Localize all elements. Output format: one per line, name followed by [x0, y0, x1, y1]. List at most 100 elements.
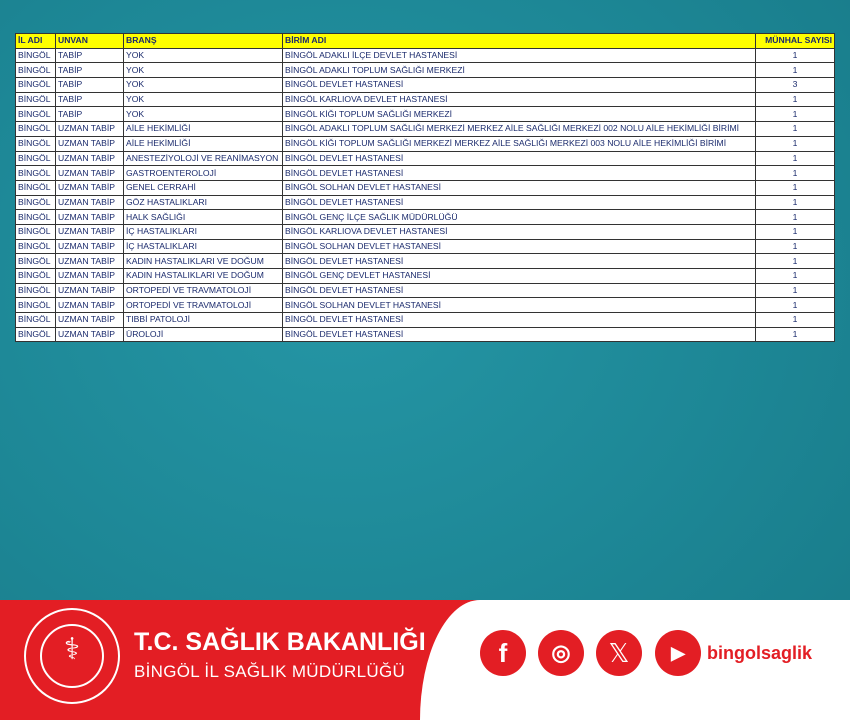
table-cell: ANESTEZİYOLOJİ VE REANİMASYON: [123, 150, 283, 167]
table-cell: UZMAN TABİP: [55, 165, 124, 181]
social-handle[interactable]: bingolsaglik: [707, 643, 813, 663]
column-header: UNVAN: [55, 33, 124, 49]
table-cell: YOK: [123, 77, 283, 93]
table-cell: 1: [755, 91, 835, 108]
table-cell: BİNGÖL KARLIOVA DEVLET HASTANESİ: [282, 91, 756, 108]
table-cell: 1: [755, 209, 835, 225]
table-cell: BİNGÖL SOLHAN DEVLET HASTANESİ: [282, 238, 756, 255]
table-row: BİNGÖL UZMAN TABİP KADIN HASTALIKLARI VE D…: [15, 253, 835, 269]
x-icon[interactable]: 𝕏: [596, 630, 642, 676]
table-cell: BİNGÖL KİĞI TOPLUM SAĞLIĞI MERKEZİ MERKE…: [282, 135, 756, 152]
table-cell: 1: [755, 121, 835, 137]
table-cell: BİNGÖL DEVLET HASTANESİ: [282, 165, 756, 181]
column-header: BİRİM ADI: [282, 33, 756, 49]
table-cell: UZMAN TABİP: [55, 135, 124, 152]
table-row: BİNGÖL UZMAN TABİP AİLE HEKİMLİĞİ BİNGÖL AD…: [15, 121, 835, 137]
table-cell: BİNGÖL GENÇ İLÇE SAĞLIK MÜDÜRLÜĞÜ: [282, 209, 756, 225]
table-cell: 1: [755, 62, 835, 79]
table-cell: BİNGÖL DEVLET HASTANESİ: [282, 150, 756, 167]
table-cell: TABİP: [55, 47, 124, 64]
table-cell: BİNGÖL KARLIOVA DEVLET HASTANESİ: [282, 223, 756, 240]
table-cell: BİNGÖL: [15, 179, 56, 196]
table-cell: ÜROLOJİ: [123, 326, 283, 343]
table-row: BİNGÖL UZMAN TABİP İÇ HASTALIKLARI BİNGÖL S…: [15, 238, 835, 255]
table-cell: GÖZ HASTALIKLARI: [123, 194, 283, 211]
table-cell: BİNGÖL: [15, 47, 56, 64]
table-row: BİNGÖL TABİP YOK BİNGÖL ADAKLI TOPLUM SAĞLI…: [15, 62, 835, 79]
table-cell: BİNGÖL: [15, 312, 56, 328]
table-header-row: İL ADI UNVAN BRANŞ BİRİM ADI MÜNHAL SAYISI: [15, 33, 835, 49]
table-row: BİNGÖL UZMAN TABİP GASTROENTEROLOJİ BİNGÖL …: [15, 165, 835, 181]
table-cell: BİNGÖL: [15, 297, 56, 314]
facebook-icon[interactable]: f: [480, 630, 526, 676]
table-cell: BİNGÖL: [15, 253, 56, 269]
table-cell: 1: [755, 47, 835, 64]
table-cell: KADIN HASTALIKLARI VE DOĞUM: [123, 268, 283, 284]
table-cell: BİNGÖL: [15, 194, 56, 211]
table-cell: BİNGÖL GENÇ DEVLET HASTANESİ: [282, 268, 756, 284]
table-cell: TABİP: [55, 62, 124, 79]
table-cell: 1: [755, 223, 835, 240]
table-cell: BİNGÖL DEVLET HASTANESİ: [282, 253, 756, 269]
table-cell: BİNGÖL ADAKLI İLÇE DEVLET HASTANESİ: [282, 47, 756, 64]
ministry-logo: ⚕: [24, 608, 120, 704]
table-cell: BİNGÖL: [15, 106, 56, 123]
table-cell: UZMAN TABİP: [55, 253, 124, 269]
youtube-icon[interactable]: ▶: [655, 630, 701, 676]
table-cell: BİNGÖL DEVLET HASTANESİ: [282, 312, 756, 328]
table-cell: BİNGÖL: [15, 77, 56, 93]
table-cell: BİNGÖL: [15, 268, 56, 284]
table-cell: UZMAN TABİP: [55, 121, 124, 137]
table-cell: BİNGÖL: [15, 135, 56, 152]
table-row: BİNGÖL UZMAN TABİP ÜROLOJİ BİNGÖL DEVLET HA…: [15, 326, 835, 343]
table-cell: BİNGÖL: [15, 238, 56, 255]
table-cell: BİNGÖL SOLHAN DEVLET HASTANESİ: [282, 179, 756, 196]
table-cell: YOK: [123, 91, 283, 108]
table-row: BİNGÖL UZMAN TABİP İÇ HASTALIKLARI BİNGÖL K…: [15, 223, 835, 240]
column-header: BRANŞ: [123, 33, 283, 49]
table-cell: UZMAN TABİP: [55, 282, 124, 299]
table-cell: YOK: [123, 106, 283, 123]
table-cell: UZMAN TABİP: [55, 312, 124, 328]
table-row: BİNGÖL UZMAN TABİP GENEL CERRAHİ BİNGÖL SOL…: [15, 179, 835, 196]
table-row: BİNGÖL UZMAN TABİP KADIN HASTALIKLARI VE D…: [15, 268, 835, 284]
table-cell: BİNGÖL: [15, 121, 56, 137]
table-row: BİNGÖL TABİP YOK BİNGÖL KARLIOVA DEVLET HAS…: [15, 91, 835, 108]
table-cell: BİNGÖL DEVLET HASTANESİ: [282, 326, 756, 343]
table-cell: 1: [755, 165, 835, 181]
table-cell: İÇ HASTALIKLARI: [123, 223, 283, 240]
table-cell: TABİP: [55, 106, 124, 123]
table-cell: BİNGÖL KİĞI TOPLUM SAĞLIĞI MERKEZİ: [282, 106, 756, 123]
table-cell: UZMAN TABİP: [55, 209, 124, 225]
instagram-icon[interactable]: ◎: [538, 630, 584, 676]
directorate-subtitle: BİNGÖL İL SAĞLIK MÜDÜRLÜĞÜ: [134, 662, 406, 681]
table-cell: UZMAN TABİP: [55, 194, 124, 211]
table-row: BİNGÖL TABİP YOK BİNGÖL ADAKLI İLÇE DEVLET …: [15, 47, 835, 64]
table-cell: ORTOPEDİ VE TRAVMATOLOJİ: [123, 297, 283, 314]
table-row: BİNGÖL UZMAN TABİP ANESTEZİYOLOJİ VE REANİ…: [15, 150, 835, 167]
table-cell: 1: [755, 194, 835, 211]
table-cell: TABİP: [55, 91, 124, 108]
table-cell: BİNGÖL DEVLET HASTANESİ: [282, 77, 756, 93]
table-row: BİNGÖL TABİP YOK BİNGÖL DEVLET HASTANESİ 3: [15, 77, 835, 93]
table-cell: 1: [755, 326, 835, 343]
table-cell: GASTROENTEROLOJİ: [123, 165, 283, 181]
table-cell: UZMAN TABİP: [55, 223, 124, 240]
table-cell: BİNGÖL: [15, 326, 56, 343]
table-cell: 1: [755, 282, 835, 299]
table-cell: 1: [755, 253, 835, 269]
table-cell: BİNGÖL: [15, 62, 56, 79]
table-cell: 1: [755, 238, 835, 255]
table-cell: BİNGÖL: [15, 150, 56, 167]
table-cell: BİNGÖL: [15, 223, 56, 240]
vacancy-table: İL ADI UNVAN BRANŞ BİRİM ADI MÜNHAL SAYISI B…: [15, 33, 835, 343]
ministry-title: T.C. SAĞLIK BAKANLIĞI: [134, 628, 426, 656]
table-cell: TABİP: [55, 77, 124, 93]
table-cell: BİNGÖL: [15, 165, 56, 181]
table-cell: GENEL CERRAHİ: [123, 179, 283, 196]
table-cell: YOK: [123, 62, 283, 79]
column-header: MÜNHAL SAYISI: [755, 33, 835, 49]
table-cell: UZMAN TABİP: [55, 297, 124, 314]
table-cell: BİNGÖL: [15, 91, 56, 108]
table-cell: UZMAN TABİP: [55, 268, 124, 284]
